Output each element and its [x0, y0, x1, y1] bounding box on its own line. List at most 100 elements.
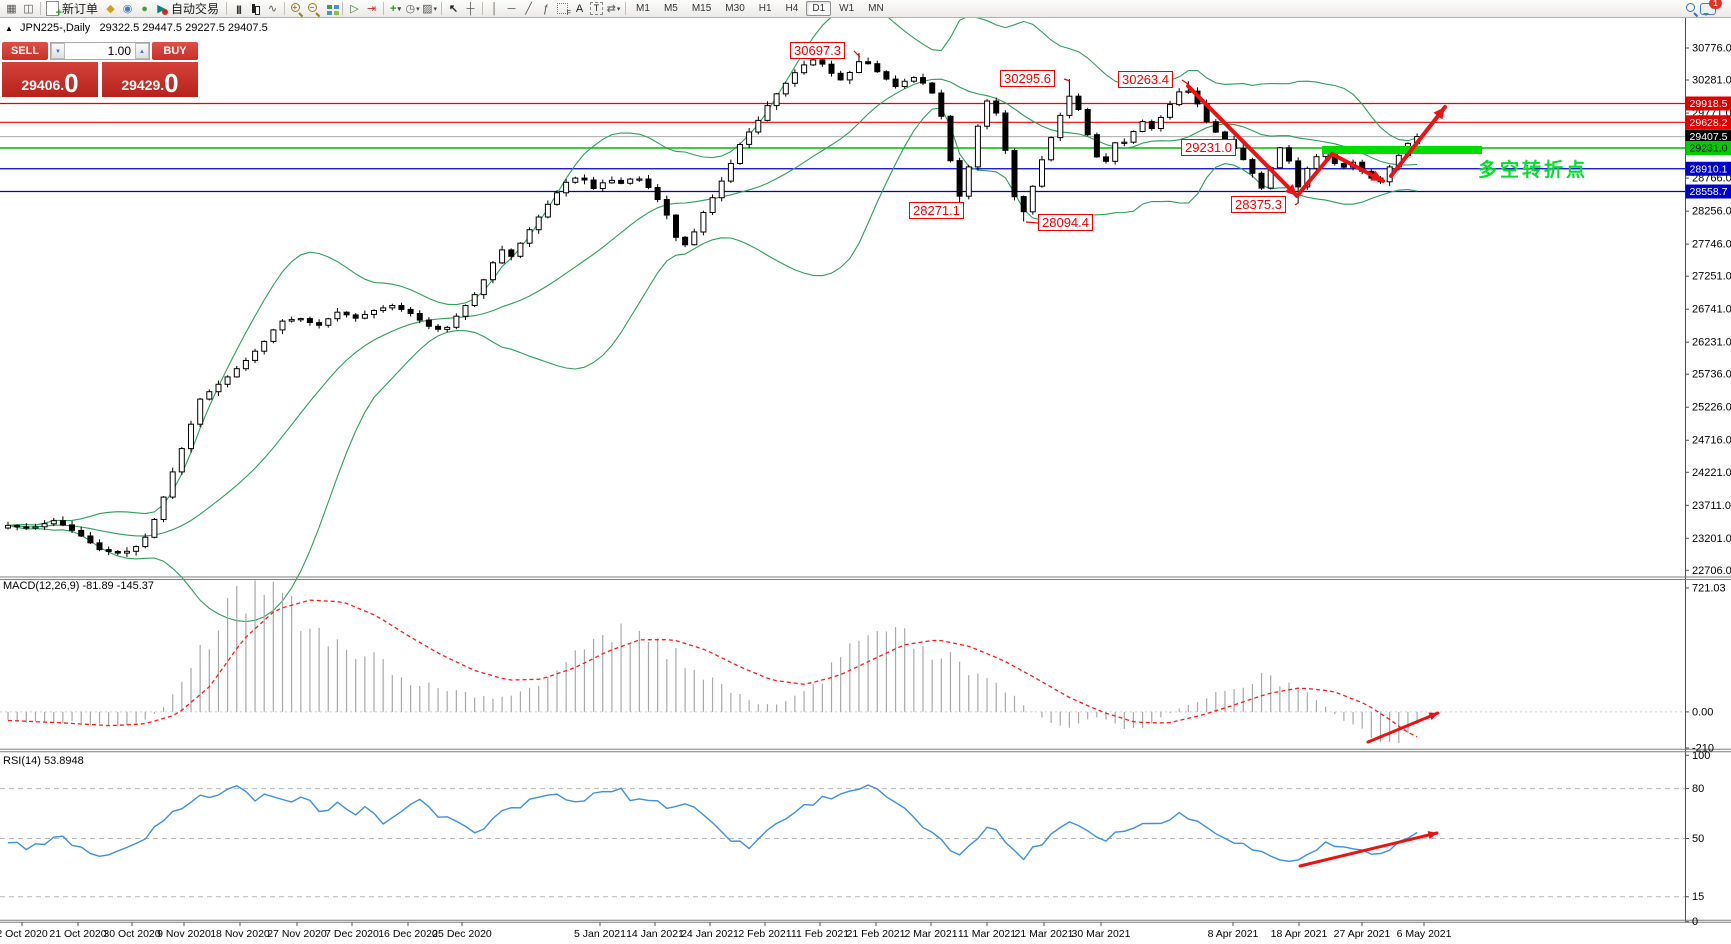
tile-windows-icon[interactable] [322, 1, 339, 17]
panel-separators[interactable] [0, 576, 1731, 923]
date-axis-label: 8 Apr 2021 [1208, 928, 1259, 940]
timeframe-w1[interactable]: W1 [839, 3, 855, 14]
date-axis-label: 2 Feb 2021 [738, 928, 791, 940]
signals-icon[interactable]: ● [141, 2, 148, 15]
timeframe-h1[interactable]: H1 [758, 3, 772, 14]
rsi-panel: 100 80 50 15 0 [0, 750, 1710, 928]
trendline-icon[interactable]: ╱ [525, 3, 532, 15]
date-axis-label: 25 Dec 2020 [432, 928, 492, 940]
macd-trend-arrow[interactable] [1366, 711, 1440, 744]
axis-price-badge [1685, 96, 1731, 111]
sell-price-display[interactable]: 29406. 0 [2, 62, 98, 97]
horizontal-line-icon[interactable]: ─ [507, 2, 516, 15]
volume-input[interactable] [65, 43, 135, 59]
macd-panel: 721.03 0.00 -210 [0, 580, 1726, 754]
date-axis-label: 14 Jan 2021 [626, 928, 684, 940]
toolbar-separator [383, 2, 385, 15]
price-axis[interactable]: 30776.030281.029771.028766.028256.027746… [1685, 18, 1731, 921]
svg-text:27251.0: 27251.0 [1692, 271, 1731, 283]
svg-text:28256.0: 28256.0 [1692, 206, 1731, 218]
axis-price-badge [1685, 141, 1731, 155]
zoom-out-icon[interactable]: − [305, 1, 322, 17]
autotrading-label[interactable]: 自动交易 [171, 2, 220, 16]
chinese-annotation-text[interactable]: 多空转折点 [1478, 160, 1589, 181]
svg-text:24221.0: 24221.0 [1692, 467, 1731, 479]
chart-shift-icon[interactable]: ⇥ [366, 3, 377, 15]
chat-icon[interactable]: 1 [1700, 0, 1722, 17]
indicators-icon[interactable]: + ▾ [390, 2, 401, 15]
macd-values: -81.89 -145.37 [82, 580, 155, 592]
svg-text:27746.0: 27746.0 [1692, 239, 1731, 251]
rsi-value: 53.8948 [43, 755, 84, 767]
rsi-trend-arrow[interactable] [1298, 830, 1439, 868]
zoom-in-icon[interactable]: + [288, 1, 305, 17]
date-axis-label: 21 Feb 2021 [847, 928, 906, 940]
date-axis-label: 24 Jan 2021 [681, 928, 739, 940]
rsi-label: RSI(14) 53.8948 [3, 755, 84, 767]
svg-text:29918.5: 29918.5 [1690, 98, 1728, 110]
date-axis-label: 5 Jan 2021 [574, 928, 626, 940]
crosshair-icon[interactable]: ┼ [466, 2, 475, 15]
volume-up-button[interactable]: ▲ [135, 43, 149, 59]
date-axis-label: 11 Mar 2021 [958, 928, 1016, 940]
text-label-icon[interactable]: T [588, 1, 605, 17]
axis-price-badge [1685, 184, 1731, 199]
community-icon[interactable]: ◉ [122, 3, 133, 15]
buy-price-display[interactable]: 29429. 0 [102, 62, 198, 97]
annotation-leaders [853, 50, 1299, 224]
support-zone-bar[interactable] [1322, 146, 1482, 154]
timeframe-d1[interactable]: D1 [806, 1, 832, 16]
price-annotation-label[interactable]: 28094.4 [1038, 214, 1093, 231]
vertical-line-icon[interactable]: │ [491, 2, 498, 15]
new-order-label[interactable]: 新订单 [62, 2, 99, 16]
autotrading-icon[interactable]: ▶ [157, 3, 169, 15]
timeframe-m1[interactable]: M1 [636, 3, 650, 14]
price-annotation-label[interactable]: 30295.6 [1000, 70, 1055, 87]
candlestick-mode-icon[interactable] [247, 1, 264, 17]
bar-chart-mode-icon[interactable]: ||| [236, 3, 242, 14]
text-icon[interactable]: A [575, 2, 584, 15]
volume-box: ▼ ▲ [50, 42, 150, 60]
templates-icon[interactable]: ▨ ▾ [422, 3, 437, 15]
search-icon[interactable] [1683, 1, 1700, 17]
line-chart-mode-icon[interactable]: ∿ [267, 3, 278, 15]
date-axis-label: 30 Mar 2021 [1072, 928, 1131, 940]
toolbox-icon[interactable]: ◆ [106, 3, 115, 15]
timeframe-m30[interactable]: M30 [725, 3, 745, 14]
periods-icon[interactable]: ◷ ▾ [405, 3, 420, 15]
auto-scroll-icon[interactable]: ▷ [350, 3, 359, 15]
new-chart-icon[interactable]: ▦ [6, 3, 17, 15]
price-annotation-label[interactable]: 29231.0 [1181, 139, 1236, 156]
buy-button[interactable]: BUY [152, 42, 198, 60]
new-order-icon[interactable] [44, 1, 62, 19]
timeframe-m15[interactable]: M15 [691, 3, 712, 14]
arrows-icon[interactable]: ⇄ ▾ [606, 3, 621, 15]
cursor-icon[interactable]: ↖ [448, 3, 459, 15]
data-window-icon[interactable]: ◫ [23, 3, 34, 15]
candlestick-series [5, 53, 1421, 557]
timeframe-h4[interactable]: H4 [785, 3, 799, 14]
price-annotation-label[interactable]: 30263.4 [1118, 71, 1173, 88]
volume-down-button[interactable]: ▼ [51, 43, 65, 59]
sell-button[interactable]: SELL [2, 42, 48, 60]
axis-price-badge [1685, 129, 1731, 144]
toolbar-separator [441, 2, 443, 15]
timeframe-m5[interactable]: M5 [663, 3, 678, 14]
fibonacci-icon[interactable]: ƒ [542, 2, 549, 15]
price-annotation-label[interactable]: 28271.1 [909, 202, 964, 219]
svg-text:28558.7: 28558.7 [1690, 186, 1728, 198]
svg-text:23201.0: 23201.0 [1692, 533, 1731, 545]
date-axis-label: 2 Mar 2021 [904, 928, 957, 940]
toolbar-separator [226, 2, 228, 15]
grid-icon[interactable] [554, 1, 571, 17]
collapse-panel-icon[interactable]: ▲ [5, 24, 13, 33]
trend-arrows[interactable] [1186, 84, 1447, 198]
date-axis-label: 6 May 2021 [1397, 928, 1452, 940]
price-annotation-label[interactable]: 30697.3 [790, 42, 845, 59]
svg-text:80: 80 [1692, 783, 1704, 795]
timeframe-mn[interactable]: MN [868, 3, 884, 14]
price-annotation-label[interactable]: 28375.3 [1231, 196, 1286, 213]
bollinger-bands [7, 2, 1418, 623]
